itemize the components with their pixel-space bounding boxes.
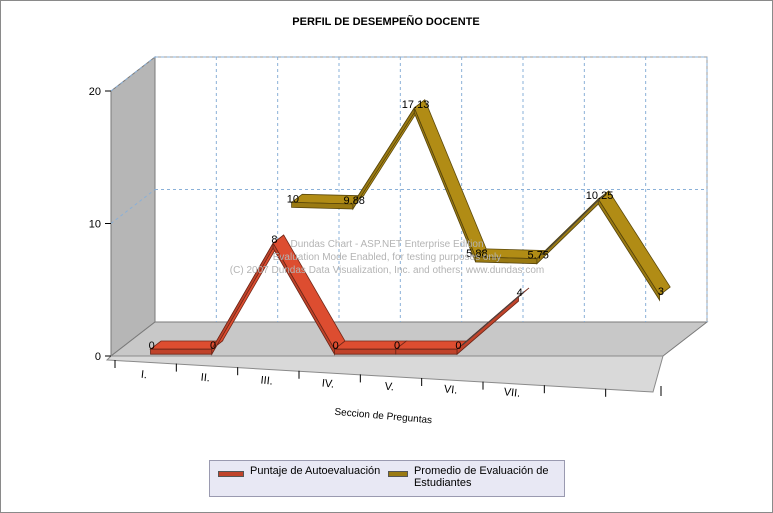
floor-edge <box>105 355 664 393</box>
x-tick-label: VII. <box>503 386 521 400</box>
data-label: 10 <box>287 193 299 205</box>
x-tick-label: II. <box>200 372 210 385</box>
legend-item-estudiantes: Promedio de Evaluación de Estudiantes <box>388 465 560 489</box>
legend-label-autoevaluacion: Puntaje de Autoevaluación <box>250 465 381 477</box>
ribbon-estudiantes-side <box>597 197 660 302</box>
watermark-line: (C) 2007 Dundas Data Visualization, Inc.… <box>230 265 544 276</box>
data-label: 3 <box>658 286 664 298</box>
data-label: 0 <box>149 340 155 352</box>
data-label: 17.13 <box>402 99 430 111</box>
x-tick-label: IV. <box>321 377 335 390</box>
data-label: 9.88 <box>344 195 365 207</box>
legend-item-autoevaluacion: Puntaje de Autoevaluación <box>218 465 380 477</box>
legend-label-estudiantes: Promedio de Evaluación de Estudiantes <box>413 465 549 489</box>
x-tick-label: VI. <box>443 383 458 396</box>
data-label: 0 <box>394 340 400 352</box>
ribbon-autoevaluacion-side <box>395 348 458 355</box>
plot-area: 0 10 20 I. II. III. IV. V. VI. VII. 0 0 8 0 0 0 4 10 9.88 1… <box>89 55 709 400</box>
series-0-connector <box>462 291 525 346</box>
data-label: 0 <box>210 340 216 352</box>
series-1-connector <box>541 194 604 256</box>
data-label: 5.75 <box>528 250 549 262</box>
ribbon-autoevaluacion-side <box>334 348 397 355</box>
legend-swatch-autoevaluacion <box>218 471 244 477</box>
y-tick-label: 0 <box>95 351 101 363</box>
x-tick-label: III. <box>260 374 273 387</box>
data-label: 0 <box>455 340 461 352</box>
watermark-line: Evaluation Mode Enabled, for testing pur… <box>273 252 501 263</box>
legend-swatch-estudiantes <box>388 471 408 477</box>
x-tick-label: I. <box>140 369 147 382</box>
watermark: Dundas Chart - ASP.NET Enterprise Editio… <box>230 239 544 276</box>
data-label: 0 <box>333 340 339 352</box>
y-tick-label: 10 <box>89 219 101 231</box>
data-label: 8 <box>271 234 277 246</box>
y-tick-label: 20 <box>89 86 101 98</box>
x-tick-label: V. <box>384 381 395 394</box>
x-axis-title: Seccion de Preguntas <box>334 407 432 426</box>
left-wall <box>110 55 156 358</box>
chart-title: PERFIL DE DESEMPEÑO DOCENTE <box>292 15 479 28</box>
data-label: 5.88 <box>466 248 487 260</box>
data-label: 4 <box>517 287 523 299</box>
legend: Puntaje de Autoevaluación Promedio de Ev… <box>209 460 565 497</box>
watermark-line: Dundas Chart - ASP.NET Enterprise Editio… <box>290 239 483 250</box>
data-label: 10.25 <box>586 190 614 202</box>
ribbon-autoevaluacion-side <box>150 348 213 355</box>
